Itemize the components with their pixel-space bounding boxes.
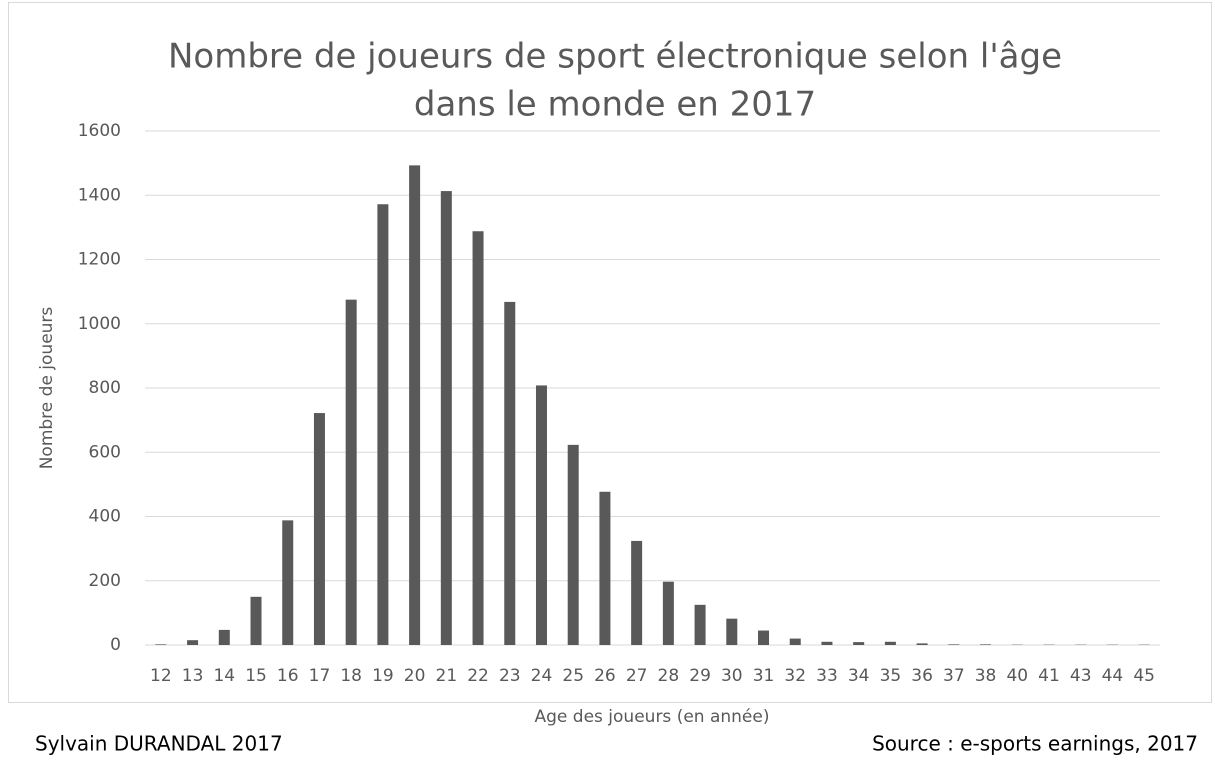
bar [155, 644, 167, 645]
x-tick-label: 26 [594, 666, 616, 686]
x-tick-label: 29 [689, 666, 711, 686]
bar [821, 641, 833, 645]
x-tick-label: 41 [1038, 666, 1060, 686]
y-tick-label: 400 [89, 507, 121, 527]
y-tick-label: 1200 [78, 250, 121, 270]
y-tick-label: 1600 [78, 121, 121, 141]
bar [472, 231, 484, 646]
x-tick-label: 24 [531, 666, 553, 686]
y-axis-label: Nombre de joueurs [37, 307, 57, 470]
x-tick-label: 23 [499, 666, 521, 686]
bar [726, 618, 738, 645]
bar [535, 385, 547, 645]
y-tick-label: 1400 [78, 185, 121, 205]
bar [218, 629, 230, 645]
bar [345, 299, 357, 645]
x-tick-label: 13 [182, 666, 204, 686]
x-tick-label: 20 [404, 666, 426, 686]
x-tick-label: 37 [943, 666, 965, 686]
y-tick-label: 0 [110, 635, 121, 655]
bar [409, 165, 421, 645]
y-tick-label: 200 [89, 571, 121, 591]
x-tick-label: 38 [975, 666, 997, 686]
x-tick-label: 25 [562, 666, 584, 686]
x-tick-label: 43 [1070, 666, 1092, 686]
chart-border [8, 2, 1212, 703]
bar [662, 581, 674, 645]
y-tick-label: 600 [89, 442, 121, 462]
x-tick-label: 34 [848, 666, 870, 686]
x-tick-label: 22 [467, 666, 489, 686]
bar [853, 642, 865, 645]
bar [694, 604, 706, 645]
x-tick-label: 35 [880, 666, 902, 686]
bar [504, 301, 516, 645]
chart-title: dans le monde en 2017 [414, 85, 816, 125]
source: Source : e-sports earnings, 2017 [872, 732, 1198, 756]
y-tick-label: 800 [89, 378, 121, 398]
bar [187, 640, 199, 645]
x-tick-label: 30 [721, 666, 743, 686]
bar [440, 191, 452, 646]
bar [599, 491, 611, 645]
x-tick-label: 18 [340, 666, 362, 686]
x-tick-label: 21 [436, 666, 458, 686]
bar [980, 644, 992, 645]
bar [948, 644, 960, 645]
x-tick-label: 40 [1006, 666, 1028, 686]
bar [282, 520, 294, 645]
x-tick-label: 14 [213, 666, 235, 686]
x-tick-label: 31 [753, 666, 775, 686]
bar [377, 204, 389, 645]
x-axis-label: Age des joueurs (en année) [535, 707, 770, 727]
x-tick-label: 33 [816, 666, 838, 686]
x-tick-label: 19 [372, 666, 394, 686]
bar [250, 596, 262, 645]
x-tick-label: 15 [245, 666, 267, 686]
x-tick-label: 27 [626, 666, 648, 686]
x-tick-label: 12 [150, 666, 172, 686]
bar [789, 638, 801, 645]
bar [567, 444, 579, 645]
bar [631, 540, 643, 645]
chart-title: Nombre de joueurs de sport électronique … [168, 37, 1062, 77]
bar [758, 630, 770, 645]
x-tick-label: 32 [784, 666, 806, 686]
x-tick-label: 36 [911, 666, 933, 686]
bar [313, 413, 325, 645]
x-tick-label: 44 [1102, 666, 1124, 686]
x-tick-label: 17 [309, 666, 331, 686]
x-tick-label: 16 [277, 666, 299, 686]
x-tick-label: 28 [658, 666, 680, 686]
bar [916, 643, 928, 645]
x-tick-label: 45 [1133, 666, 1155, 686]
author: Sylvain DURANDAL 2017 [35, 732, 283, 756]
y-tick-label: 1000 [78, 314, 121, 334]
bar [884, 641, 896, 645]
